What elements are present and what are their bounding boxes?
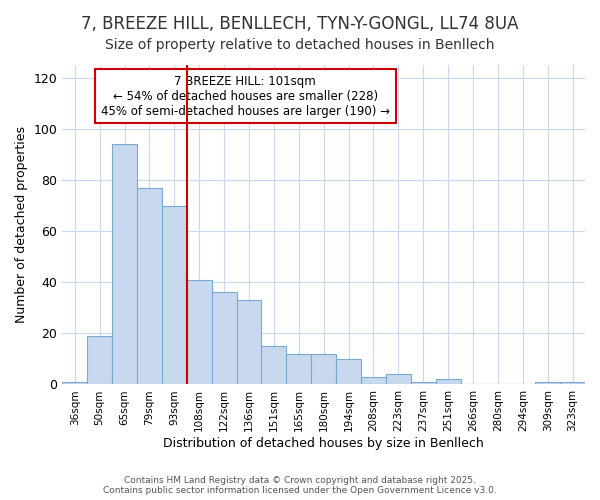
Bar	[336, 359, 361, 384]
Y-axis label: Number of detached properties: Number of detached properties	[15, 126, 28, 323]
Bar	[311, 354, 336, 384]
Bar	[560, 382, 585, 384]
Bar	[112, 144, 137, 384]
X-axis label: Distribution of detached houses by size in Benllech: Distribution of detached houses by size …	[163, 437, 484, 450]
Bar	[87, 336, 112, 384]
Bar	[411, 382, 436, 384]
Text: Contains HM Land Registry data © Crown copyright and database right 2025.
Contai: Contains HM Land Registry data © Crown c…	[103, 476, 497, 495]
Bar	[236, 300, 262, 384]
Text: 7 BREEZE HILL: 101sqm
← 54% of detached houses are smaller (228)
45% of semi-det: 7 BREEZE HILL: 101sqm ← 54% of detached …	[101, 74, 390, 118]
Bar	[187, 280, 212, 384]
Bar	[137, 188, 162, 384]
Bar	[361, 377, 386, 384]
Bar	[162, 206, 187, 384]
Bar	[286, 354, 311, 384]
Bar	[62, 382, 87, 384]
Bar	[535, 382, 560, 384]
Bar	[262, 346, 286, 385]
Text: 7, BREEZE HILL, BENLLECH, TYN-Y-GONGL, LL74 8UA: 7, BREEZE HILL, BENLLECH, TYN-Y-GONGL, L…	[81, 15, 519, 33]
Bar	[386, 374, 411, 384]
Bar	[212, 292, 236, 384]
Text: Size of property relative to detached houses in Benllech: Size of property relative to detached ho…	[105, 38, 495, 52]
Bar	[436, 380, 461, 384]
